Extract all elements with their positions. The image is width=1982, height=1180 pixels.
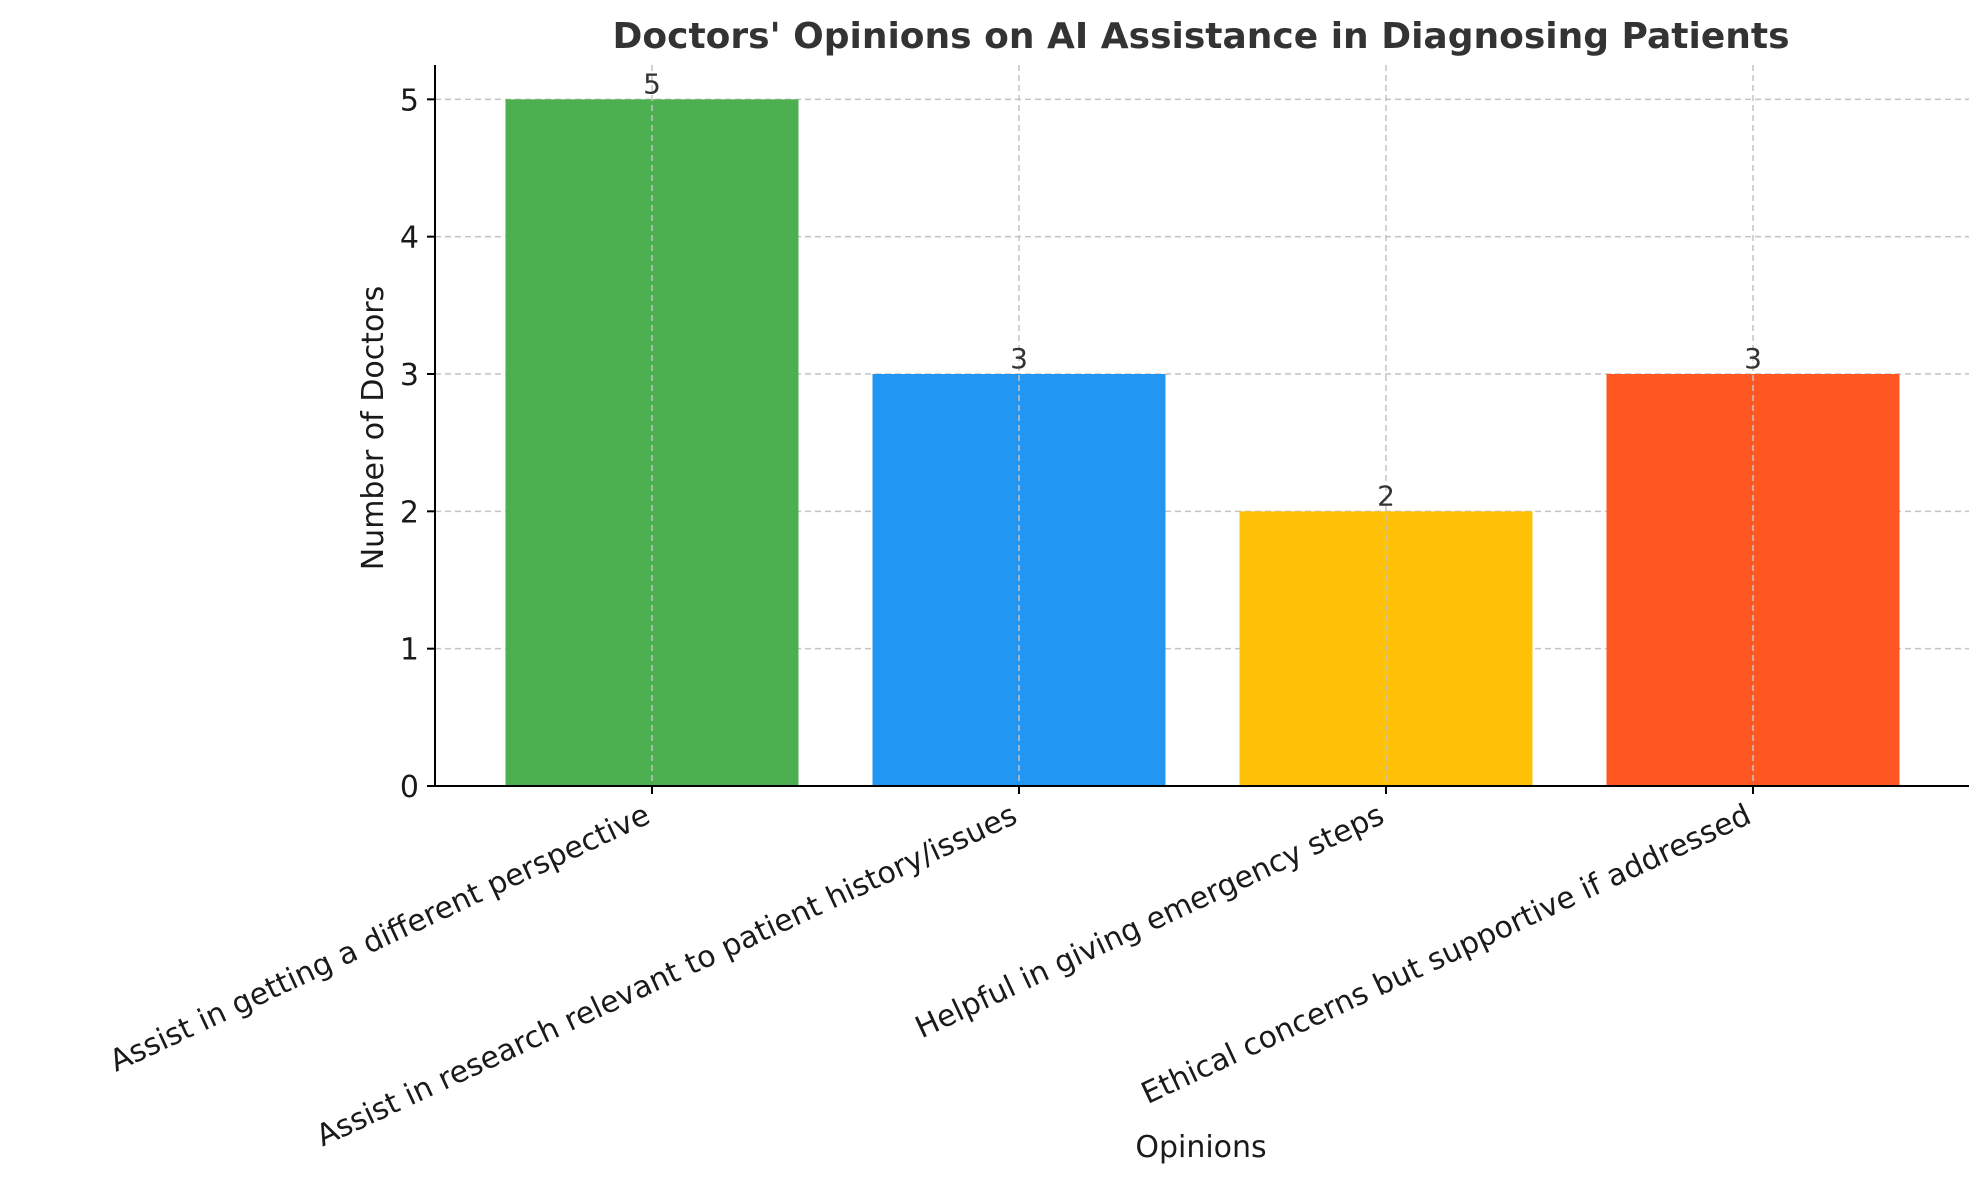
bar-value-label: 5	[643, 67, 661, 100]
bar-value-label: 3	[1744, 342, 1762, 375]
vertical-gridlines	[651, 65, 1754, 786]
x-axis-ticks: Assist in getting a different perspectiv…	[104, 786, 1756, 1154]
x-tick-label: Ethical concerns but supportive if addre…	[1136, 798, 1756, 1112]
bar-value-label: 3	[1010, 342, 1028, 375]
y-tick-label: 2	[400, 495, 419, 530]
y-axis-label: Number of Doctors	[356, 286, 391, 571]
bar-value-label: 2	[1377, 479, 1395, 512]
y-tick-label: 3	[400, 358, 419, 393]
chart-title: Doctors' Opinions on AI Assistance in Di…	[612, 16, 1789, 57]
x-axis-label: Opinions	[1135, 1130, 1266, 1165]
y-tick-label: 1	[400, 633, 419, 668]
y-tick-label: 0	[400, 770, 419, 805]
y-tick-label: 5	[400, 83, 419, 118]
y-tick-label: 4	[400, 221, 419, 256]
bars	[505, 99, 1900, 787]
x-tick-label: Assist in research relevant to patient h…	[311, 798, 1022, 1155]
y-axis-ticks: 0 1 2 3 4 5	[400, 83, 435, 805]
bar	[505, 99, 799, 787]
axes	[434, 65, 1969, 787]
data-labels: 5 3 2 3	[643, 67, 1762, 512]
